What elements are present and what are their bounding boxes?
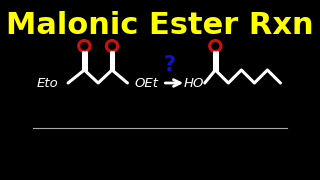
Text: HO: HO bbox=[184, 76, 204, 89]
Text: OEt: OEt bbox=[134, 76, 158, 89]
Text: Malonic Ester Rxn: Malonic Ester Rxn bbox=[6, 10, 314, 39]
Text: ?: ? bbox=[164, 55, 176, 75]
Text: Eto: Eto bbox=[37, 76, 59, 89]
